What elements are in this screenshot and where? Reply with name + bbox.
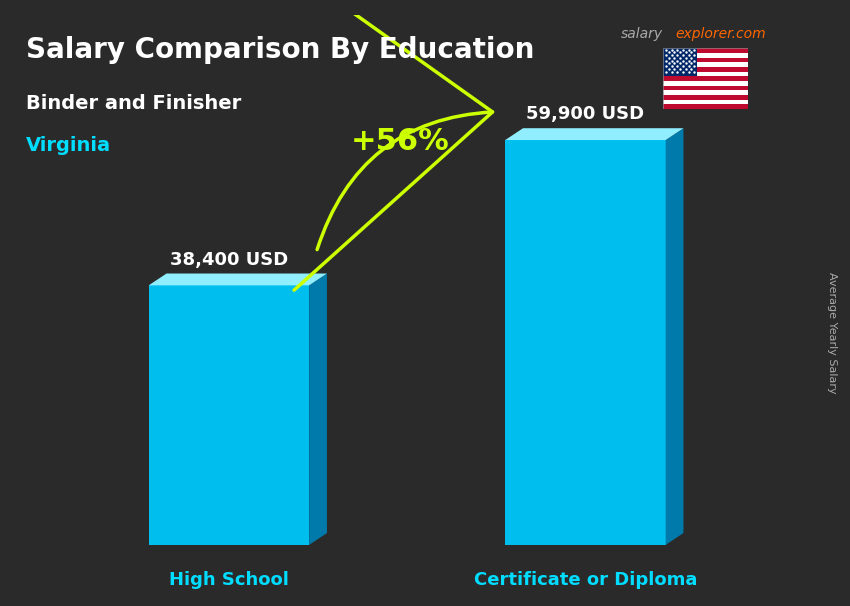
Text: Virginia: Virginia [26,136,110,155]
Bar [663,104,748,109]
Text: High School: High School [169,571,289,589]
Text: salary: salary [620,27,663,41]
Bar [663,81,748,86]
Text: 38,400 USD: 38,400 USD [170,251,288,269]
Text: Average Yearly Salary: Average Yearly Salary [827,273,837,394]
Bar [663,100,748,104]
Text: explorer.com: explorer.com [676,27,767,41]
Polygon shape [149,273,327,285]
Bar [663,72,748,76]
Bar [663,67,748,72]
Bar [663,76,748,81]
Bar [663,53,748,58]
Bar [663,58,748,62]
FancyArrowPatch shape [275,0,492,290]
Polygon shape [505,140,666,545]
Polygon shape [666,128,683,545]
Bar [663,48,697,76]
Bar [663,86,748,90]
Text: +56%: +56% [351,127,450,156]
Bar [663,90,748,95]
Bar [663,95,748,100]
Bar [663,62,748,67]
Polygon shape [149,285,309,545]
Polygon shape [309,273,327,545]
Text: Certificate or Diploma: Certificate or Diploma [473,571,697,589]
Text: Binder and Finisher: Binder and Finisher [26,94,241,113]
Polygon shape [505,128,683,140]
Text: Salary Comparison By Education: Salary Comparison By Education [26,36,534,64]
Bar [663,48,748,53]
Text: 59,900 USD: 59,900 USD [526,105,644,124]
